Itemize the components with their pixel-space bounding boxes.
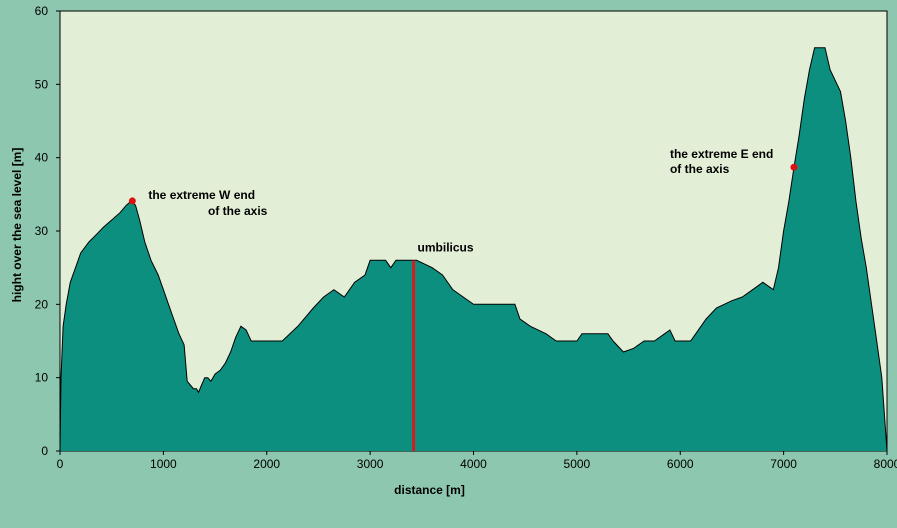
x-tick-label: 3000	[357, 457, 384, 471]
x-tick-label: 0	[57, 457, 64, 471]
y-tick-label: 30	[35, 224, 49, 238]
y-tick-label: 50	[35, 77, 49, 91]
west-end-annotation-line-2: of the axis	[208, 204, 268, 218]
area-layer	[59, 47, 888, 452]
west-end-annotation-line-1: the extreme W end	[148, 188, 255, 202]
y-tick-label: 10	[35, 371, 49, 385]
x-tick-label: 7000	[770, 457, 797, 471]
x-tick-label: 2000	[253, 457, 280, 471]
x-tick-label: 5000	[564, 457, 591, 471]
x-axis-title: distance [m]	[394, 483, 465, 497]
y-axis-title: hight over the sea level [m]	[10, 148, 24, 303]
east-end-marker	[790, 163, 798, 171]
east-end-annotation-line-1: the extreme E end	[670, 147, 773, 161]
y-tick-label: 0	[41, 444, 48, 458]
y-tick-label: 60	[35, 4, 49, 18]
y-tick-label: 40	[35, 151, 49, 165]
west-end-marker	[128, 197, 136, 205]
umbilicus-label: umbilicus	[418, 240, 474, 254]
x-tick-label: 4000	[460, 457, 487, 471]
x-tick-label: 1000	[150, 457, 177, 471]
elevation-area	[60, 47, 887, 451]
east-end-annotation-line-2: of the axis	[670, 162, 730, 176]
elevation-outline	[59, 47, 888, 452]
x-tick-label: 6000	[667, 457, 694, 471]
y-tick-label: 20	[35, 297, 49, 311]
